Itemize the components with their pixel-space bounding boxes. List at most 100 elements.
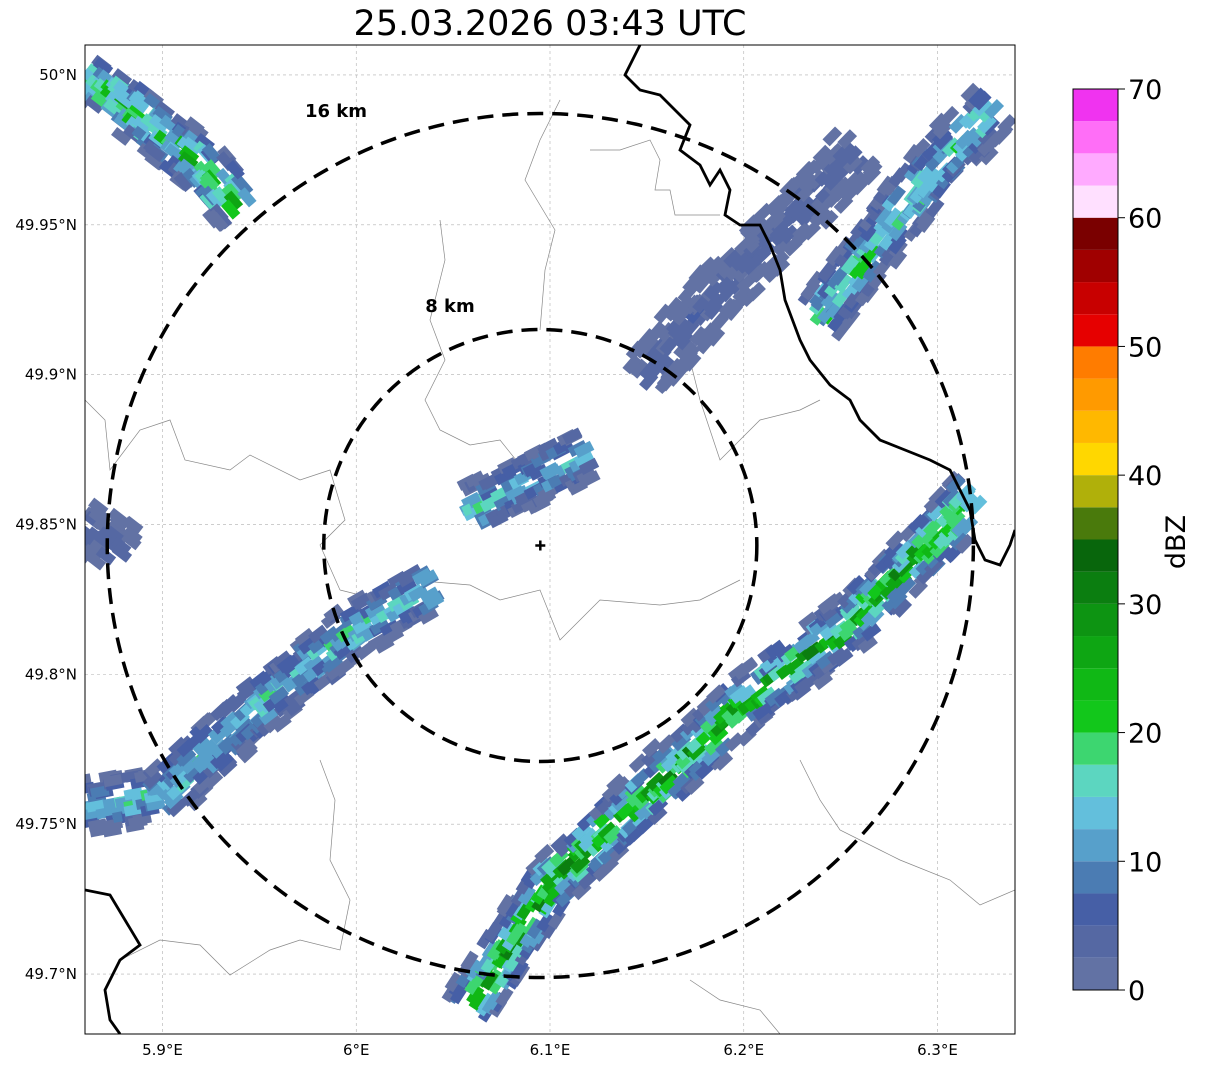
echo-gate [122, 525, 143, 545]
echo-band-southeast-band [441, 470, 988, 1023]
echo-gate [122, 516, 143, 536]
echo-gate [647, 321, 667, 342]
echo-gate [715, 275, 735, 295]
echo-gate [840, 254, 860, 275]
colorbar-bin [1073, 668, 1118, 701]
plot-frame [84, 44, 1016, 1035]
echo-gate [767, 209, 788, 229]
echo-gate [205, 188, 226, 209]
echo-gate [223, 190, 244, 211]
colorbar-bin [1073, 539, 1118, 572]
echo-gate [822, 126, 843, 147]
echo-gate [201, 143, 222, 164]
echo-gate [537, 484, 558, 502]
echo-gate [934, 488, 955, 509]
echo-gate [178, 151, 199, 170]
echo-gate [411, 567, 433, 586]
country-border-lux-de [623, 45, 1015, 567]
echo-gate [208, 211, 229, 232]
echo-gate [724, 680, 745, 700]
echo-gate [769, 250, 790, 270]
echo-gate [850, 155, 871, 176]
echo-gate [655, 734, 676, 754]
echo-gate [508, 921, 527, 943]
echo-gate [686, 741, 707, 761]
echo-gate [977, 113, 997, 134]
echo-gate [611, 775, 632, 796]
echo-gate [846, 575, 867, 595]
echo-gate [984, 99, 1005, 119]
echo-gate [561, 427, 583, 445]
echo-gate [464, 470, 486, 488]
echo-gate [85, 94, 105, 114]
echo-gate [817, 261, 837, 283]
radar-site [535, 540, 546, 551]
lon-tick-label: 5.9°E [142, 1041, 183, 1059]
echo-gate [833, 647, 854, 667]
echo-gate [599, 856, 620, 876]
echo-gate [308, 624, 329, 644]
colorbar-bin [1073, 571, 1118, 604]
country-borders [85, 45, 1015, 1034]
echo-gate [812, 144, 833, 165]
echo-gate [959, 492, 980, 513]
echo-band-west-edge-cell [85, 497, 144, 571]
echo-gate [795, 632, 816, 652]
echo-gate [578, 457, 600, 475]
echo-gate [932, 543, 953, 563]
echo-gate [85, 551, 107, 571]
colorbar-bin [1073, 700, 1118, 733]
echo-gate [95, 546, 117, 566]
echo-gate [746, 281, 766, 302]
lat-tick-label: 49.95°N [15, 216, 77, 234]
echo-gate [622, 354, 642, 375]
echo-gate [145, 143, 166, 163]
echo-gate [845, 168, 866, 189]
echo-gate [702, 703, 723, 723]
lon-tick-label: 6.1°E [530, 1041, 571, 1059]
echo-gate [861, 622, 882, 642]
echo-gate [495, 986, 514, 1008]
echo-gate [765, 639, 786, 659]
lat-tick-label: 49.75°N [15, 815, 77, 833]
echo-gate [960, 82, 981, 103]
echo-gate [968, 87, 988, 108]
echo-gate [468, 990, 487, 1011]
echo-gate [573, 449, 595, 467]
echo-gate [367, 632, 389, 651]
colorbar-bin [1073, 893, 1118, 926]
axis-tick-labels: 5.9°E 6°E 6.1°E 6.2°E 6.3°E 50°N 49.95°N 49.9°N… [15, 66, 958, 1059]
echo-gate [915, 518, 935, 538]
colorbar-bin [1073, 249, 1118, 283]
echo-gate [496, 894, 515, 915]
echo-gate [859, 221, 879, 243]
colorbar-bin [1073, 185, 1118, 218]
echo-band-northeast-band [622, 126, 883, 395]
echo-gate [859, 576, 879, 597]
colorbar-bin [1073, 410, 1118, 443]
echo-gate [419, 586, 441, 605]
echo-gate [547, 471, 569, 489]
echo-gate [234, 176, 254, 197]
echo-gate [111, 126, 132, 146]
echo-gate [483, 921, 502, 943]
echo-gate [779, 224, 800, 245]
echo-gate [294, 627, 316, 647]
echo-gate [128, 94, 150, 114]
colorbar-bin [1073, 314, 1118, 347]
colorbar-bin [1073, 732, 1118, 765]
colorbar-tick-label: 60 [1128, 204, 1162, 235]
echo-gate [834, 273, 854, 294]
ring-label-16km: 16 km [305, 101, 367, 122]
echo-gate [933, 130, 954, 151]
echo-gate [682, 351, 702, 372]
echo-gate [955, 533, 975, 554]
echo-gate [706, 684, 727, 704]
echo-gate [668, 364, 688, 385]
echo-gate [911, 529, 931, 550]
echo-gate [148, 113, 170, 133]
echo-gate [861, 242, 881, 263]
echo-gate [706, 293, 726, 314]
echo-gate [339, 604, 361, 623]
range-ring-8km [322, 327, 759, 764]
